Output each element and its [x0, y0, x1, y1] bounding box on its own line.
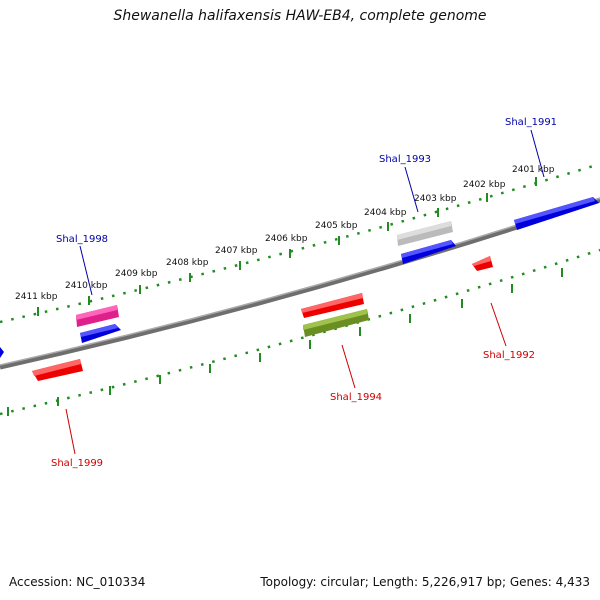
- gene-arrow-highlight: [401, 240, 453, 258]
- scale-label: 2409 kbp: [115, 269, 158, 279]
- gene-shal-1998[interactable]: [80, 324, 121, 343]
- gene-shal-1991[interactable]: [514, 197, 599, 230]
- gene-fragment[interactable]: [0, 347, 4, 358]
- gene-label-shal-1992[interactable]: Shal_1992: [483, 350, 535, 361]
- gene-shal-1994-misc[interactable]: [303, 309, 369, 337]
- gene-label-shal-1999[interactable]: Shal_1999: [51, 458, 103, 469]
- gene-arrow-highlight: [303, 309, 367, 330]
- scale-label: 2408 kbp: [166, 258, 209, 268]
- gene-shal-1994[interactable]: [301, 293, 364, 318]
- inner-major-ticks: [7, 268, 563, 416]
- leader-line: [404, 166, 419, 213]
- leader-line: [490, 302, 507, 347]
- gene-label-shal-1998[interactable]: Shal_1998: [56, 234, 108, 245]
- gene-label-shal-1991[interactable]: Shal_1991: [505, 117, 557, 128]
- scale-label: 2405 kbp: [315, 221, 358, 231]
- genome-backbone: [0, 197, 600, 370]
- scale-label: 2406 kbp: [265, 234, 308, 244]
- scale-label: 2404 kbp: [364, 208, 407, 218]
- gene-arrow-highlight: [80, 324, 118, 337]
- gene-shal-1993-pseudo[interactable]: [397, 221, 453, 246]
- accession-label: Accession: NC_010334: [9, 575, 146, 589]
- outer-major-ticks: [37, 177, 537, 316]
- topology-label: Topology: circular; Length: 5,226,917 bp…: [260, 575, 590, 589]
- gene-arrow-highlight: [514, 197, 595, 224]
- gene-shal-1999[interactable]: [32, 359, 83, 381]
- scale-label: 2403 kbp: [414, 194, 457, 204]
- gene-shal-1998-rna[interactable]: [76, 305, 119, 327]
- gene-label-shal-1994[interactable]: Shal_1994: [330, 392, 382, 403]
- gene-arrow-highlight: [301, 293, 363, 313]
- scale-label: 2411 kbp: [15, 292, 58, 302]
- leader-line: [65, 408, 76, 455]
- leader-line: [530, 129, 545, 178]
- gene-shal-1992[interactable]: [472, 256, 493, 271]
- leader-line: [341, 344, 356, 389]
- gene-arrow-highlight: [76, 305, 117, 320]
- gene-shal-1993[interactable]: [401, 240, 456, 264]
- scale-label: 2401 kbp: [512, 165, 555, 175]
- scale-label: 2410 kbp: [65, 281, 108, 291]
- scale-label: 2402 kbp: [463, 180, 506, 190]
- gene-arrow-highlight: [397, 221, 451, 240]
- gene-label-shal-1993[interactable]: Shal_1993: [379, 154, 431, 165]
- leader-line: [79, 245, 93, 296]
- scale-label: 2407 kbp: [215, 246, 258, 256]
- gene-arrow-highlight: [472, 256, 491, 266]
- map-title: Shewanella halifaxensis HAW-EB4, complet…: [113, 8, 487, 24]
- gene-arrow-highlight: [32, 359, 81, 376]
